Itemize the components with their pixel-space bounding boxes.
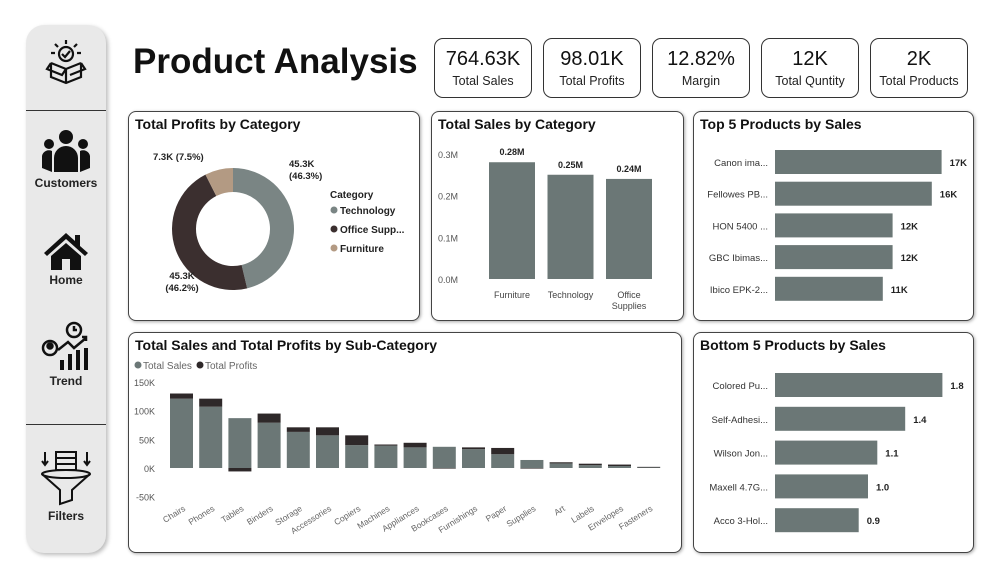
kpi-total-sales: 764.63K Total Sales <box>434 38 532 98</box>
kpi-label: Total Profits <box>559 74 625 88</box>
kpi-label: Total Products <box>879 74 959 88</box>
top-products-panel: Top 5 Products by Sales <box>693 111 974 321</box>
sidebar-item-label: Customers <box>34 176 98 190</box>
customers-icon <box>42 130 90 172</box>
bottom-products-panel: Bottom 5 Products by Sales <box>693 332 974 553</box>
home-icon <box>44 233 88 270</box>
kpi-total-profits: 98.01K Total Profits <box>543 38 641 98</box>
kpi-value: 12K <box>792 48 828 70</box>
filter-icon <box>41 451 91 506</box>
kpi-total-products: 2K Total Products <box>870 38 968 98</box>
sidebar-item-filters[interactable]: Filters <box>26 449 106 523</box>
sidebar-item-home[interactable]: Home <box>26 231 106 287</box>
sidebar-item-label: Home <box>49 273 83 287</box>
chart-title: Total Sales by Category <box>438 116 596 132</box>
subcategory-panel: Total Sales and Total Profits by Sub-Cat… <box>128 332 682 553</box>
kpi-value: 12.82% <box>667 48 735 70</box>
chart-title: Total Profits by Category <box>135 116 301 132</box>
sidebar-item-trend[interactable]: Trend <box>26 320 106 388</box>
kpi-label: Total Quntity <box>775 74 845 88</box>
page-title: Product Analysis <box>133 42 418 81</box>
chart-title: Total Sales and Total Profits by Sub-Cat… <box>135 337 438 353</box>
profits-by-category-panel: Total Profits by Category <box>128 111 420 321</box>
sidebar-nav: Customers Home Trend Filters <box>26 25 106 553</box>
divider <box>26 424 106 425</box>
sidebar-item-label: Filters <box>47 509 84 523</box>
chart-title: Top 5 Products by Sales <box>700 116 862 132</box>
sidebar-item-customers[interactable]: Customers <box>26 128 106 190</box>
kpi-label: Margin <box>681 74 721 88</box>
sales-by-category-panel: Total Sales by Category <box>431 111 684 321</box>
kpi-value: 2K <box>906 48 932 70</box>
chart-title: Bottom 5 Products by Sales <box>700 337 886 353</box>
trend-icon <box>41 321 88 370</box>
divider <box>26 110 106 111</box>
kpi-margin: 12.82% Margin <box>652 38 750 98</box>
product-box-check-icon <box>26 37 106 89</box>
kpi-value: 98.01K <box>560 48 624 70</box>
sidebar-item-label: Trend <box>49 374 83 388</box>
kpi-label: Total Sales <box>452 74 514 88</box>
kpi-total-quantity: 12K Total Quntity <box>761 38 859 98</box>
kpi-value: 764.63K <box>445 48 521 70</box>
